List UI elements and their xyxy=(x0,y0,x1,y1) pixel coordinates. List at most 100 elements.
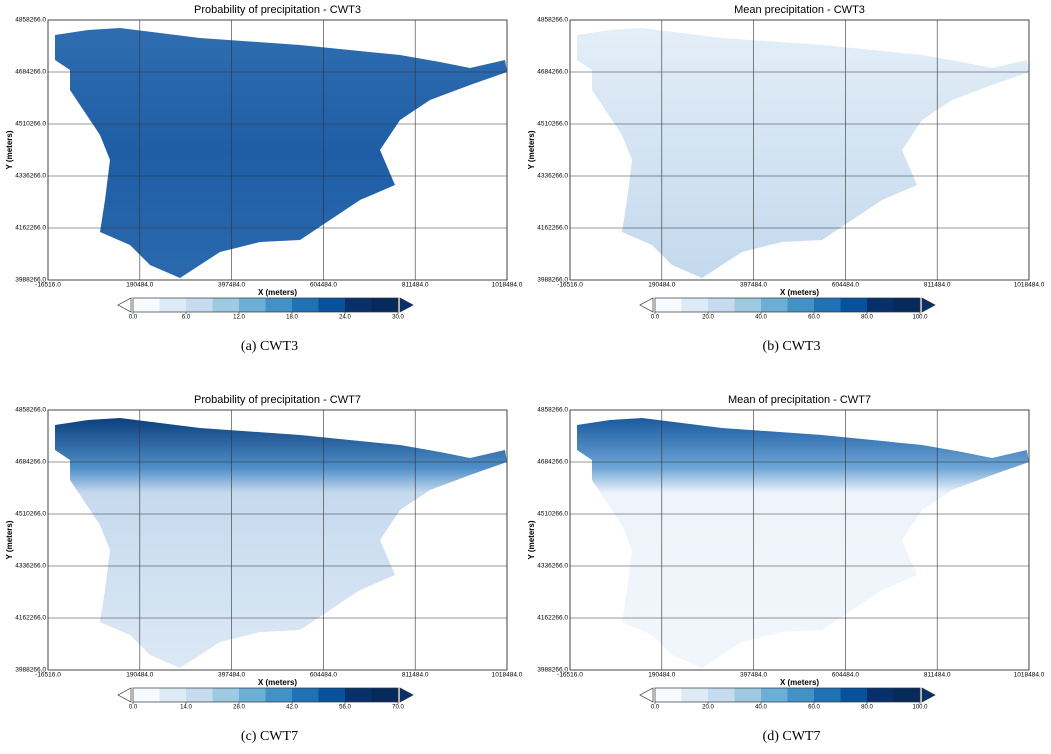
colorbar-swatch xyxy=(239,298,266,312)
x-tick-label: 190484.0 xyxy=(126,282,153,289)
y-tick-label: 3988266.0 xyxy=(15,277,46,284)
colorbar-swatch xyxy=(893,688,921,702)
colorbar-swatch xyxy=(186,298,213,312)
colorbar-arrow-low xyxy=(117,297,132,313)
plot-frame xyxy=(569,19,1030,281)
colorbar-swatch xyxy=(814,298,841,312)
colorbar-tick-label: 12.0 xyxy=(233,315,245,321)
colorbar-arrow-low xyxy=(639,687,654,703)
x-tick-label: 1018484.0 xyxy=(1014,672,1045,679)
colorbar-tick-label: 56.0 xyxy=(339,705,351,711)
x-tick-label: 811484.0 xyxy=(924,282,951,289)
colorbar-swatch xyxy=(867,688,894,702)
colorbar-swatch xyxy=(787,688,815,702)
map-region xyxy=(577,418,1029,668)
colorbar-swatch xyxy=(681,298,709,312)
colorbar-tick-label: 100.0 xyxy=(912,315,928,321)
colorbar-tick-label: 0.0 xyxy=(651,315,660,321)
colorbar-swatch xyxy=(265,298,293,312)
panel-title: Mean of precipitation - CWT7 xyxy=(728,394,871,406)
colorbar-frame xyxy=(654,297,921,313)
colorbar-swatch xyxy=(655,688,682,702)
x-axis-label: X (meters) xyxy=(780,678,819,687)
x-tick-label: 604484.0 xyxy=(310,282,337,289)
y-axis-label: Y (meters) xyxy=(527,130,536,169)
colorbar-tick-label: 70.0 xyxy=(392,705,404,711)
colorbar-frame xyxy=(132,687,399,703)
caption: (d) CWT7 xyxy=(763,729,821,744)
y-tick-label: 3988266.0 xyxy=(537,277,568,284)
caption: (a) CWT3 xyxy=(241,339,298,354)
panel: Mean precipitation - CWT3 -16516.0 190484.… xyxy=(527,4,1045,354)
colorbar-swatch xyxy=(734,688,762,702)
x-tick-label: 604484.0 xyxy=(832,282,859,289)
x-axis-label: X (meters) xyxy=(780,288,819,297)
colorbar-swatch xyxy=(734,298,762,312)
panel-title: Probability of precipitation - CWT3 xyxy=(194,4,361,16)
colorbar-swatch xyxy=(787,298,815,312)
colorbar-swatch xyxy=(681,688,709,702)
colorbar-tick-label: 30.0 xyxy=(392,315,404,321)
x-tick-label: 604484.0 xyxy=(310,672,337,679)
x-tick-label: -16516.0 xyxy=(557,282,583,289)
colorbar-swatch xyxy=(708,688,735,702)
colorbar-swatch xyxy=(318,688,346,702)
colorbar-swatch xyxy=(345,298,372,312)
panel-title: Mean precipitation - CWT3 xyxy=(734,4,865,16)
y-tick-label: 4510266.0 xyxy=(15,121,46,128)
y-tick-label: 4336266.0 xyxy=(537,563,568,570)
y-tick-label: 4684266.0 xyxy=(537,459,568,466)
map-region xyxy=(55,418,507,668)
colorbar-swatch xyxy=(292,688,319,702)
colorbar-tick-label: 42.0 xyxy=(286,705,298,711)
colorbar-tick-label: 0.0 xyxy=(129,315,138,321)
colorbar-tick-label: 6.0 xyxy=(182,315,191,321)
y-tick-label: 4162266.0 xyxy=(537,615,568,622)
colorbar-swatch xyxy=(840,688,868,702)
y-tick-label: 4162266.0 xyxy=(537,225,568,232)
panel-title: Probability of precipitation - CWT7 xyxy=(194,394,361,406)
x-tick-label: -16516.0 xyxy=(35,672,61,679)
colorbar-tick-label: 18.0 xyxy=(286,315,298,321)
colorbar-arrow-low xyxy=(117,687,132,703)
y-tick-label: 3988266.0 xyxy=(15,667,46,674)
colorbar-swatch xyxy=(761,298,788,312)
colorbar-tick-label: 0.0 xyxy=(651,705,660,711)
y-tick-label: 4684266.0 xyxy=(537,69,568,76)
y-tick-label: 4336266.0 xyxy=(15,173,46,180)
plot-frame xyxy=(47,409,508,671)
colorbar-arrow-high xyxy=(921,297,936,313)
x-axis-label: X (meters) xyxy=(258,288,297,297)
colorbar-swatch xyxy=(318,298,346,312)
colorbar-tick-label: 40.0 xyxy=(755,705,767,711)
colorbar-swatch xyxy=(371,688,399,702)
y-tick-label: 4510266.0 xyxy=(537,511,568,518)
y-tick-label: 4858266.0 xyxy=(15,407,46,414)
x-axis-label: X (meters) xyxy=(258,678,297,687)
colorbar-swatch xyxy=(867,298,894,312)
x-tick-label: 811484.0 xyxy=(402,672,429,679)
plot-frame xyxy=(47,19,508,281)
colorbar-swatch xyxy=(212,298,240,312)
y-tick-label: 4858266.0 xyxy=(15,17,46,24)
x-tick-label: 190484.0 xyxy=(648,672,675,679)
x-tick-label: 604484.0 xyxy=(832,672,859,679)
colorbar-swatch xyxy=(239,688,266,702)
y-tick-label: 4684266.0 xyxy=(15,459,46,466)
x-tick-label: 397484.0 xyxy=(740,282,767,289)
map-region xyxy=(55,28,507,278)
x-tick-label: 811484.0 xyxy=(402,282,429,289)
y-tick-label: 4858266.0 xyxy=(537,17,568,24)
colorbar-tick-label: 60.0 xyxy=(808,315,820,321)
colorbar-tick-label: 14.0 xyxy=(180,705,192,711)
x-tick-label: 190484.0 xyxy=(648,282,675,289)
colorbar-arrow-high xyxy=(921,687,936,703)
colorbar-swatch xyxy=(159,298,187,312)
colorbar-frame xyxy=(654,687,921,703)
colorbar-swatch xyxy=(186,688,213,702)
y-axis-label: Y (meters) xyxy=(5,520,14,559)
colorbar-swatch xyxy=(761,688,788,702)
panel: Probability of precipitation - CWT7 -1651… xyxy=(5,394,523,744)
colorbar-tick-label: 80.0 xyxy=(861,315,873,321)
